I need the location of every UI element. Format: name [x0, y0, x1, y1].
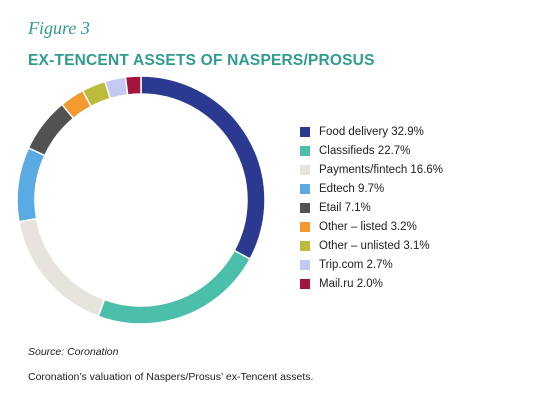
donut-slice-payments-fintech	[18, 217, 106, 318]
donut-slice-etail	[27, 103, 75, 157]
donut-slice-edtech	[16, 146, 46, 223]
legend-label: Trip.com 2.7%	[319, 258, 393, 271]
chart-legend: Food delivery 32.9% Classifieds 22.7% Paym…	[300, 122, 443, 293]
legend-label: Payments/fintech 16.6%	[319, 163, 444, 176]
donut-slice-classifieds	[97, 249, 252, 325]
legend-item-other-listed: Other – listed 3.2%	[300, 217, 443, 236]
donut-chart	[16, 75, 266, 325]
legend-item-edtech: Edtech 9.7%	[300, 179, 443, 198]
donut-slice-food-delivery	[140, 75, 266, 261]
legend-label: Classifieds 22.7%	[319, 144, 411, 157]
source-note: Source: Coronation	[28, 346, 119, 358]
legend-label: Other – listed 3.2%	[319, 220, 417, 233]
legend-swatch	[300, 202, 310, 213]
legend-swatch	[300, 259, 310, 270]
legend-item-food-delivery: Food delivery 32.9%	[300, 122, 443, 141]
figure-caption: Coronation’s valuation of Naspers/Prosus…	[28, 371, 314, 383]
legend-item-trip-com: Trip.com 2.7%	[300, 255, 443, 274]
legend-swatch	[300, 164, 310, 175]
legend-label: Other – unlisted 3.1%	[319, 239, 430, 252]
chart-title: EX-TENCENT ASSETS OF NASPERS/PROSUS	[28, 52, 375, 69]
legend-item-other-unlisted: Other – unlisted 3.1%	[300, 236, 443, 255]
donut-slice-mail-ru	[124, 75, 142, 96]
legend-label: Edtech 9.7%	[319, 182, 385, 195]
legend-label: Mail.ru 2.0%	[319, 277, 383, 290]
legend-swatch	[300, 240, 310, 251]
legend-swatch	[300, 278, 310, 289]
legend-item-etail: Etail 7.1%	[300, 198, 443, 217]
legend-label: Food delivery 32.9%	[319, 125, 424, 138]
legend-item-payments-fintech: Payments/fintech 16.6%	[300, 160, 443, 179]
legend-swatch	[300, 126, 310, 137]
legend-label: Etail 7.1%	[319, 201, 371, 214]
figure-label: Figure 3	[28, 18, 90, 38]
legend-swatch	[300, 183, 310, 194]
legend-item-mail-ru: Mail.ru 2.0%	[300, 274, 443, 293]
legend-item-classifieds: Classifieds 22.7%	[300, 141, 443, 160]
legend-swatch	[300, 145, 310, 156]
legend-swatch	[300, 221, 310, 232]
